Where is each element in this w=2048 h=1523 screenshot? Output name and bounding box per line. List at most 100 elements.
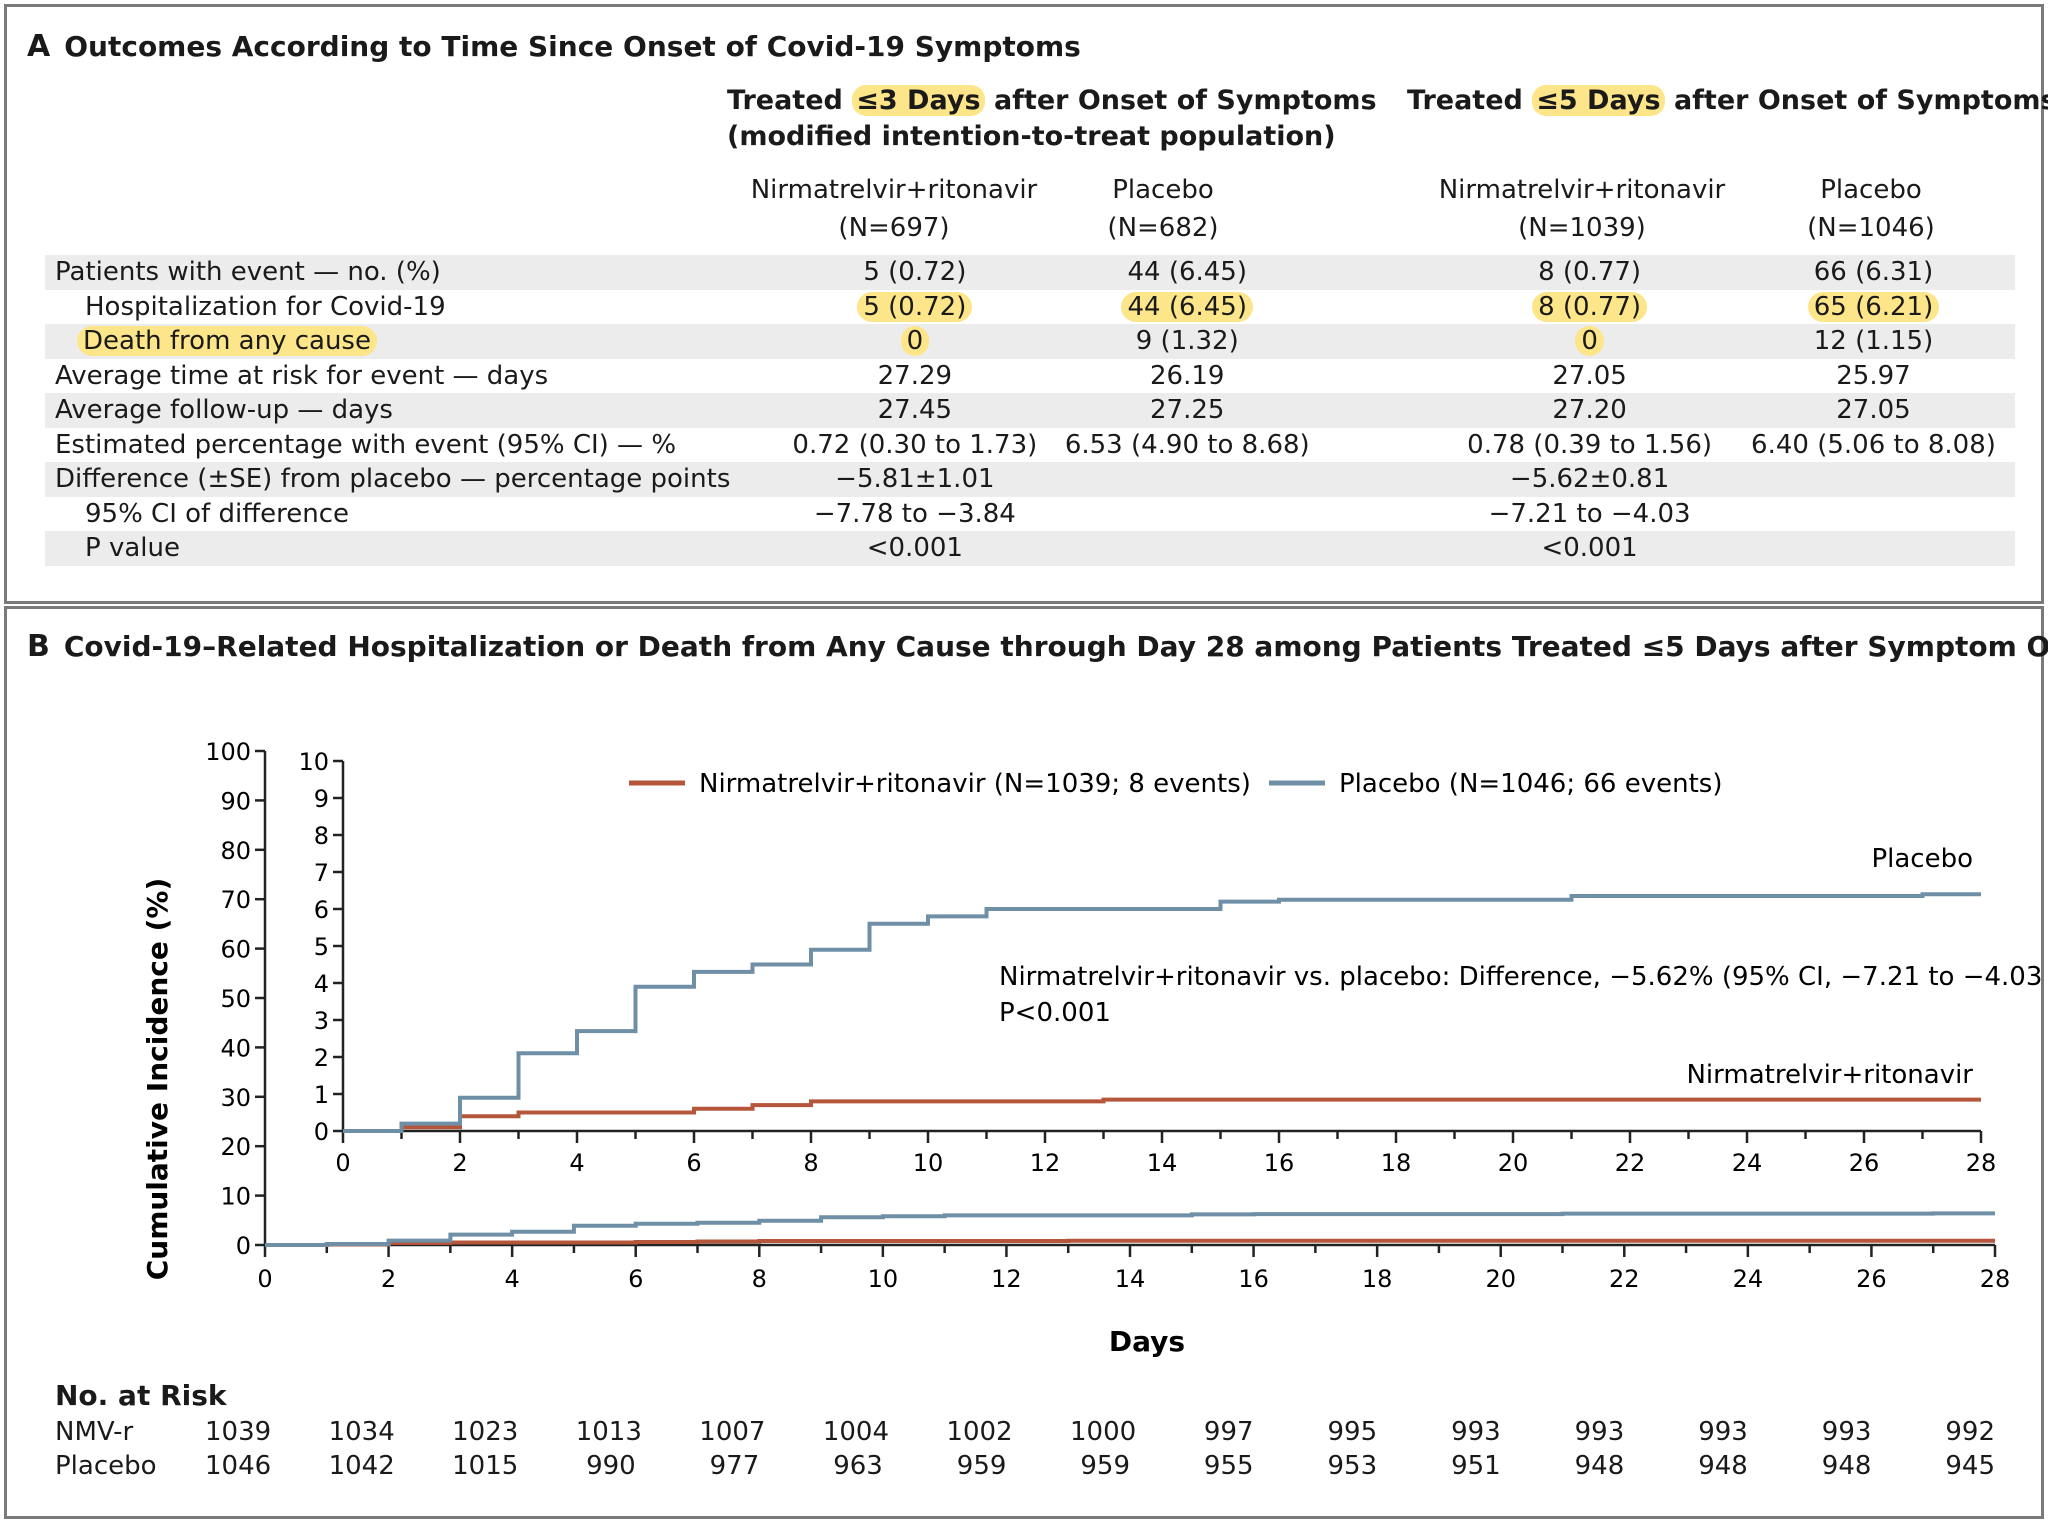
table-cell-highlight: 8 (0.77) (1532, 291, 1648, 322)
table-cell: 27.05 (1552, 360, 1627, 391)
inset-x-tick-label: 28 (1966, 1149, 1997, 1177)
column-header-2: Placebo (N=682) (1025, 171, 1301, 247)
main-x-tick-label: 10 (868, 1265, 899, 1293)
table-cell: −7.78 to −3.84 (813, 498, 1016, 529)
outcomes-table: Patients with event — no. (%) 5 (0.72) 4… (45, 255, 2015, 566)
panel-a-title-text: Outcomes According to Time Since Onset o… (64, 30, 1081, 63)
table-row: Estimated percentage with event (95% CI)… (45, 428, 2015, 463)
inset-y-tick-label: 7 (314, 859, 329, 887)
main-y-tick-label: 0 (236, 1232, 251, 1260)
table-row: Average time at risk for event — days 27… (45, 359, 2015, 394)
risk-value: 992 (1945, 1417, 1995, 1447)
table-cell-highlight: 65 (6.21) (1807, 291, 1940, 322)
row-label: Estimated percentage with event (95% CI)… (55, 429, 677, 460)
main-x-tick-label: 28 (1980, 1265, 2011, 1293)
table-cell-highlight: 44 (6.45) (1121, 291, 1253, 322)
inset-y-tick-label: 8 (314, 822, 329, 850)
column-header-3-n: (N=1039) (1518, 213, 1646, 243)
main-x-tick-label: 6 (628, 1265, 643, 1293)
inset-series-line-nmv (343, 1097, 1981, 1133)
row-label: Average follow-up — days (45, 393, 779, 428)
main-x-tick-label: 12 (991, 1265, 1022, 1293)
panel-a-title: A Outcomes According to Time Since Onset … (27, 29, 1081, 64)
risk-value: 1023 (452, 1417, 519, 1447)
inset-y-tick-label: 3 (314, 1007, 329, 1035)
risk-value: 1039 (205, 1417, 272, 1447)
risk-value: 1000 (1070, 1417, 1137, 1447)
main-y-tick-label: 60 (220, 936, 251, 964)
table-cell-highlight: 5 (0.72) (857, 291, 973, 322)
inset-x-tick-label: 6 (686, 1149, 701, 1177)
column-header-4-n: (N=1046) (1807, 213, 1935, 243)
risk-value: 993 (1574, 1417, 1625, 1447)
risk-value: 1007 (699, 1417, 766, 1447)
column-header-1: Nirmatrelvir+ritonavir (N=697) (749, 171, 1039, 247)
legend-label-placebo: Placebo (N=1046; 66 events) (1339, 769, 1722, 799)
table-cell: 0.78 (0.39 to 1.56) (1467, 429, 1713, 460)
main-y-tick-label: 50 (220, 985, 251, 1013)
inset-x-tick-label: 14 (1147, 1149, 1178, 1177)
inset-y-tick-label: 0 (314, 1118, 329, 1146)
main-x-tick-label: 8 (752, 1265, 767, 1293)
legend-label-nmv: Nirmatrelvir+ritonavir (N=1039; 8 events… (699, 769, 1251, 799)
group1-heading-highlight: ≤3 Days (852, 85, 985, 116)
risk-value: 945 (1945, 1451, 1995, 1481)
inset-y-tick-label: 1 (314, 1081, 329, 1109)
row-label: P value (45, 531, 779, 566)
inset-x-tick-label: 16 (1264, 1149, 1295, 1177)
risk-value: 953 (1327, 1451, 1378, 1481)
group2-heading-pre: Treated (1407, 85, 1533, 116)
row-label: Average time at risk for event — days (55, 360, 549, 391)
inset-x-tick-label: 20 (1498, 1149, 1529, 1177)
table-cell-highlight: 0 (1575, 326, 1604, 357)
main-y-tick-label: 100 (205, 738, 251, 766)
risk-value: 963 (833, 1451, 883, 1481)
table-cell: <0.001 (778, 531, 1052, 566)
main-lines (265, 1211, 1995, 1247)
row-label: 95% CI of difference (85, 498, 349, 529)
panel-a: A Outcomes According to Time Since Onset … (4, 4, 2048, 604)
main-x-tick-label: 16 (1238, 1265, 1269, 1293)
row-label-highlight: Death from any cause (77, 326, 377, 357)
main-y-tick-label: 90 (220, 787, 251, 815)
panel-letter-a: A (27, 29, 51, 64)
row-label: Hospitalization for Covid-19 (85, 291, 446, 322)
y-axis-label: Cumulative Incidence (%) (141, 878, 174, 1281)
table-cell: 6.40 (5.06 to 8.08) (1751, 429, 1996, 460)
main-y-tick-label: 20 (220, 1133, 251, 1161)
main-y-tick-label: 40 (220, 1034, 251, 1062)
column-header-3: Nirmatrelvir+ritonavir (N=1039) (1437, 171, 1727, 247)
inset-x-tick-label: 18 (1381, 1149, 1412, 1177)
group1-subheading: (modified intention-to-treat population) (727, 121, 1336, 152)
risk-value: 959 (956, 1451, 1007, 1481)
inset-x-tick-label: 10 (913, 1149, 944, 1177)
inset-y-tick-label: 2 (314, 1044, 329, 1072)
risk-value: 948 (1574, 1451, 1625, 1481)
group2-heading-post: after Onset of Symptoms (1664, 85, 2048, 116)
column-header-4-name: Placebo (1820, 175, 1922, 205)
table-cell: 9 (1.32) (1051, 324, 1324, 359)
inset-x-tick-label: 2 (452, 1149, 467, 1177)
risk-value: 993 (1451, 1417, 1501, 1447)
inset-lines (343, 892, 1981, 1133)
main-x-tick-label: 4 (505, 1265, 520, 1293)
risk-value: 959 (1080, 1451, 1130, 1481)
risk-row-label-placebo: Placebo (55, 1451, 157, 1481)
table-cell: 44 (6.45) (1051, 255, 1324, 290)
table-cell: 0.72 (0.30 to 1.73) (792, 429, 1038, 460)
inset-x-tick-label: 4 (569, 1149, 584, 1177)
risk-value: 1042 (328, 1451, 395, 1481)
risk-value: 993 (1821, 1417, 1872, 1447)
column-header-2-n: (N=682) (1107, 213, 1219, 243)
inset-y-tick-label: 4 (314, 970, 329, 998)
risk-value: 955 (1203, 1451, 1254, 1481)
table-cell: −7.21 to −4.03 (1488, 498, 1691, 529)
table-cell: 8 (0.77) (1447, 255, 1732, 290)
table-cell: <0.001 (1447, 531, 1732, 566)
column-header-1-n: (N=697) (838, 213, 950, 243)
table-cell: 5 (0.72) (778, 255, 1052, 290)
main-y-tick-label: 10 (220, 1183, 251, 1211)
inset-x-tick-label: 8 (803, 1149, 818, 1177)
risk-value: 948 (1821, 1451, 1872, 1481)
